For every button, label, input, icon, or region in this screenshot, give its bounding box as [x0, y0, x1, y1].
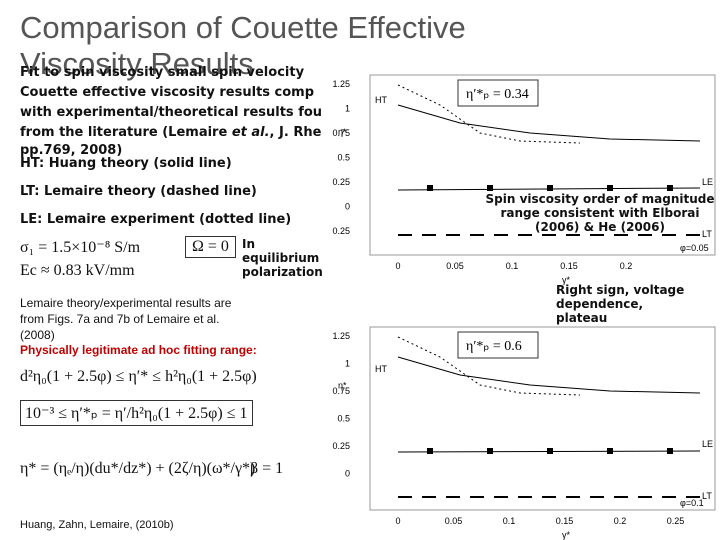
equation: Ω = 0 — [185, 236, 236, 258]
equation: Eс ≈ 0.83 kV/mm — [20, 262, 135, 279]
eta-box — [457, 79, 539, 107]
x-tick-label: 0.1 — [503, 516, 516, 526]
text: from the literature (Lemaire — [20, 125, 232, 140]
curve-label: LE — [702, 439, 713, 449]
note: Spin viscosity order of magnitude range … — [485, 192, 715, 234]
y-tick-label: 0.75 — [332, 386, 350, 396]
marker — [607, 185, 613, 191]
x-tick-label: 0.05 — [445, 516, 463, 526]
y-axis-label: η* — [338, 381, 347, 391]
x-tick-label: 0.15 — [556, 516, 574, 526]
y-tick-label: 0.75 — [332, 128, 350, 138]
text: Physically legitimate ad hoc fitting ran… — [20, 343, 257, 357]
x-tick-label: 0 — [395, 261, 400, 271]
subtitle: Fit to spin viscosity small spin velocit… — [20, 65, 305, 80]
legend-text: LE: Lemaire experiment (dotted line) — [20, 212, 292, 227]
text: et al. — [231, 125, 270, 140]
marker — [547, 448, 553, 454]
citation: Huang, Zahn, Lemaire, (2010b) — [20, 519, 174, 531]
x-tick-label: 0.25 — [667, 516, 685, 526]
y-tick-label: 0.5 — [337, 414, 350, 424]
text: from Figs. 7a and 7b of Lemaire et al. — [20, 312, 220, 326]
y-tick-label: 0.25 — [332, 226, 350, 236]
figures: 1.25 1 0.75 0.5 0.25 0 0.25 0 0.05 0.1 0.15 0.2 η* γ*… — [332, 74, 716, 540]
legend-text: HT: Huang theory (solid line) — [20, 156, 232, 171]
eta-label: η′*ₚ = 0.6 — [466, 339, 522, 354]
marker — [427, 185, 433, 191]
text: from the literature (Lemaire et al., J. … — [20, 125, 321, 140]
x-axis-label: γ* — [562, 275, 571, 285]
y-tick-label: 0 — [345, 469, 350, 479]
marker — [427, 448, 433, 454]
eta-box — [457, 331, 539, 359]
title: Viscosity Results — [20, 46, 254, 81]
curve-ht-dotted — [397, 336, 581, 396]
curve-label: LT — [702, 491, 712, 501]
curve-ht — [397, 356, 701, 394]
x-tick-label: 0.2 — [614, 516, 627, 526]
y-tick-label: 1 — [345, 104, 350, 114]
equation: σ₁ = 1.5×10⁻⁸ S/m — [20, 239, 141, 256]
title: Comparison of Couette Effective — [20, 10, 466, 45]
y-tick-label: 1.25 — [332, 79, 350, 89]
text: (2008) — [20, 328, 55, 342]
equation: β = 1 — [250, 460, 284, 477]
text: In equilibrium polarization — [242, 237, 323, 279]
marker — [487, 185, 493, 191]
x-axis-label: γ* — [562, 530, 571, 540]
curve-ht — [397, 104, 701, 142]
y-tick-label: 0.25 — [332, 177, 350, 187]
marker — [607, 448, 613, 454]
curve-label: LE — [702, 177, 713, 187]
equation: d²η₀(1 + 2.5φ) ≤ η′* ≤ h²η₀(1 + 2.5φ) — [20, 368, 257, 385]
x-tick-label: 0 — [395, 516, 400, 526]
x-tick-label: 0.2 — [620, 261, 633, 271]
y-tick-label: 0.25 — [332, 441, 350, 451]
curve-label: LT — [702, 229, 712, 239]
x-tick-label: 0.1 — [506, 261, 519, 271]
curve-label: HT — [375, 364, 387, 374]
phi-label: φ=0.1 — [680, 498, 704, 508]
text: pp.769, 2008) — [20, 143, 123, 158]
text: Couette effective viscosity results comp — [20, 85, 315, 100]
text: Lemaire theory/experimental results are — [20, 296, 232, 310]
y-tick-label: 1 — [345, 359, 350, 369]
plot-frame — [369, 74, 716, 256]
legend-text: LT: Lemaire theory (dashed line) — [20, 184, 257, 199]
y-tick-label: 0 — [345, 202, 350, 212]
y-tick-label: 1.25 — [332, 331, 350, 341]
plot-frame — [369, 326, 716, 511]
marker — [667, 185, 673, 191]
text: , J. Rhe — [269, 125, 322, 140]
text: with experimental/theoretical results fo… — [20, 105, 323, 120]
phi-label: φ=0.05 — [680, 243, 709, 253]
marker — [547, 185, 553, 191]
eta-label: η′*ₚ = 0.34 — [466, 87, 529, 102]
note: Right sign, voltage dependence, plateau — [556, 283, 685, 325]
y-axis-label: η* — [338, 127, 347, 137]
curve-label: HT — [375, 95, 387, 105]
equation: 10⁻³ ≤ η′*ₚ = η′/h²η₀(1 + 2.5φ) ≤ 1 — [20, 400, 253, 426]
x-tick-label: 0.15 — [560, 261, 578, 271]
marker — [667, 448, 673, 454]
y-tick-label: 0.5 — [337, 153, 350, 163]
curve-ht-dotted — [397, 84, 581, 144]
x-tick-label: 0.05 — [446, 261, 464, 271]
equation: η* = (ηₑ/η)(du*/dz*) + (2ζ/η)(ω*/γ*) — [20, 460, 256, 477]
marker — [487, 448, 493, 454]
